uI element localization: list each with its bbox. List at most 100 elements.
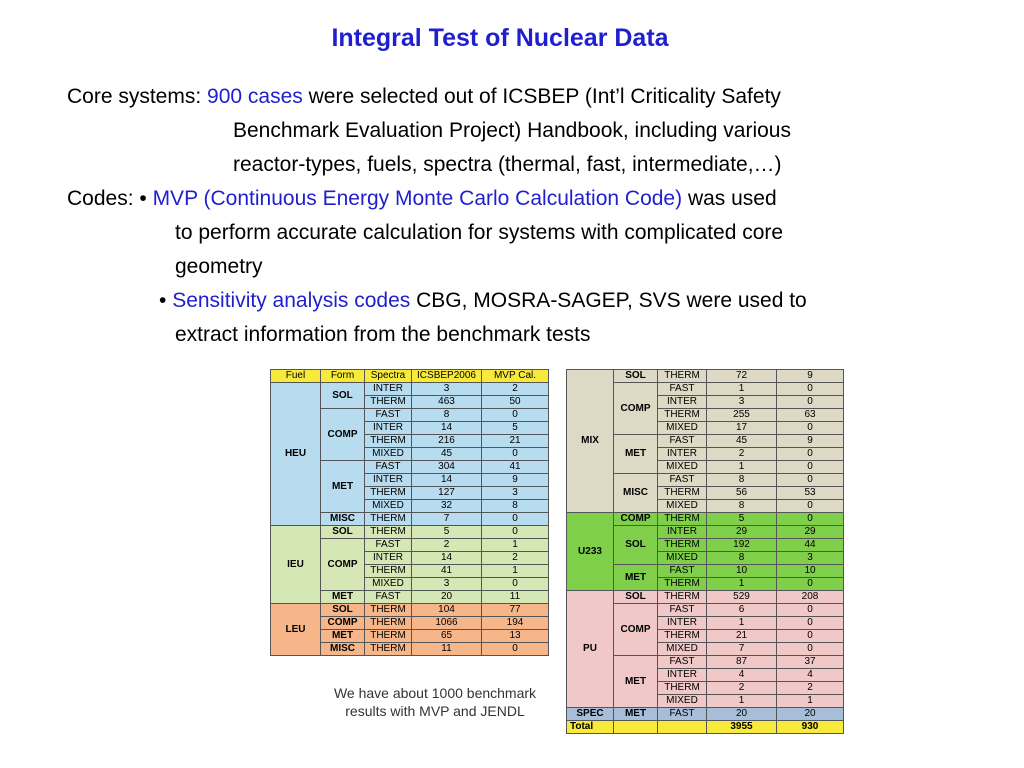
fuel-cell: HEU (270, 382, 321, 526)
icsbep-cell: 1 (706, 382, 777, 396)
total-cell (613, 720, 658, 734)
mvp-cell: 0 (776, 642, 844, 656)
total-label: Total (566, 720, 614, 734)
codes-highlight-mvp: MVP (Continuous Energy Monte Carlo Calcu… (152, 187, 683, 210)
table-row: COMP FAST 6 0 (566, 603, 844, 656)
core-systems-line1-text: were selected out of ICSBEP (Int’l Criti… (302, 85, 781, 108)
form-cell: SOL (320, 603, 365, 617)
codes-bullet: • (159, 289, 173, 312)
spectra-cell: FAST (657, 434, 707, 448)
icsbep-cell: 2 (411, 538, 482, 552)
codes-line2: to perform accurate calculation for syst… (175, 221, 784, 244)
table-row: MET FAST 87 37 (566, 655, 844, 708)
mvp-cell: 0 (481, 525, 549, 539)
spectra-cell: THERM (657, 590, 707, 604)
form-cell: SOL (320, 382, 365, 409)
column-header: Fuel (270, 369, 321, 383)
mvp-cell: 0 (776, 395, 844, 409)
spectra-cell: INTER (657, 447, 707, 461)
mvp-cell: 13 (481, 629, 549, 643)
spectra-cell: THERM (657, 512, 707, 526)
codes-line1-text: was used (682, 187, 777, 210)
icsbep-cell: 8 (706, 473, 777, 487)
spectra-cell: THERM (364, 564, 412, 578)
core-systems-line3: reactor-types, fuels, spectra (thermal, … (233, 153, 782, 176)
mvp-cell: 2 (776, 681, 844, 695)
icsbep-cell: 255 (706, 408, 777, 422)
form-cell: MISC (320, 642, 365, 656)
mvp-cell: 0 (776, 603, 844, 617)
mvp-cell: 20 (776, 707, 844, 721)
form-cell: SOL (613, 590, 658, 604)
mvp-cell: 0 (481, 512, 549, 526)
spectra-cell: INTER (657, 668, 707, 682)
spectra-cell: INTER (364, 382, 412, 396)
form-cell: COMP (613, 512, 658, 526)
total-cell (657, 720, 707, 734)
icsbep-cell: 14 (411, 421, 482, 435)
total-icsbep: 3955 (706, 720, 777, 734)
icsbep-cell: 7 (706, 642, 777, 656)
mvp-cell: 11 (481, 590, 549, 604)
spectra-cell: THERM (364, 395, 412, 409)
spectra-cell: MIXED (657, 551, 707, 565)
icsbep-cell: 1066 (411, 616, 482, 630)
spectra-cell: MIXED (364, 577, 412, 591)
mvp-cell: 77 (481, 603, 549, 617)
icsbep-cell: 8 (411, 408, 482, 422)
icsbep-cell: 104 (411, 603, 482, 617)
form-cell: SOL (613, 525, 658, 565)
spectra-cell: THERM (364, 512, 412, 526)
icsbep-cell: 3 (706, 395, 777, 409)
icsbep-cell: 4 (706, 668, 777, 682)
benchmark-note: We have about 1000 benchmark results wit… (300, 684, 570, 720)
form-cell: MET (613, 707, 658, 721)
spectra-cell: MIXED (657, 499, 707, 513)
mvp-cell: 8 (481, 499, 549, 513)
table-row: MISC THERM 11 0 (270, 642, 549, 656)
form-cell: COMP (613, 603, 658, 656)
mvp-cell: 0 (776, 499, 844, 513)
mvp-cell: 9 (481, 473, 549, 487)
icsbep-cell: 5 (411, 525, 482, 539)
icsbep-cell: 65 (411, 629, 482, 643)
mvp-cell: 3 (481, 486, 549, 500)
benchmark-table-left: Fuel Form Spectra ICSBEP2006 MVP Cal. HE… (270, 369, 549, 656)
mvp-cell: 41 (481, 460, 549, 474)
icsbep-cell: 3 (411, 382, 482, 396)
mvp-cell: 10 (776, 564, 844, 578)
spectra-cell: MIXED (364, 499, 412, 513)
form-cell: COMP (320, 616, 365, 630)
form-cell: MET (320, 629, 365, 643)
table-row: MET FAST 10 10 (566, 564, 844, 591)
mvp-cell: 0 (776, 616, 844, 630)
column-header: MVP Cal. (481, 369, 549, 383)
form-cell: MET (613, 564, 658, 591)
spectra-cell: THERM (364, 525, 412, 539)
column-header: Spectra (364, 369, 412, 383)
mvp-cell: 0 (776, 512, 844, 526)
benchmark-table-right: MIX SOL THERM 72 9 COMP FAST 1 0 INTER 3 0 THERM 2… (566, 369, 844, 734)
form-cell: SOL (320, 525, 365, 539)
spectra-cell: FAST (657, 382, 707, 396)
table-row: SPEC MET FAST 20 20 (566, 707, 844, 721)
icsbep-cell: 56 (706, 486, 777, 500)
icsbep-cell: 216 (411, 434, 482, 448)
mvp-cell: 1 (776, 694, 844, 708)
form-cell: MET (320, 460, 365, 513)
form-cell: MET (613, 434, 658, 474)
icsbep-cell: 1 (706, 616, 777, 630)
total-mvp: 930 (776, 720, 844, 734)
mvp-cell: 0 (481, 408, 549, 422)
core-systems-label: Core systems: (67, 85, 208, 108)
icsbep-cell: 14 (411, 551, 482, 565)
mvp-cell: 29 (776, 525, 844, 539)
mvp-cell: 1 (481, 538, 549, 552)
spectra-cell: FAST (657, 603, 707, 617)
table-header-row: Fuel Form Spectra ICSBEP2006 MVP Cal. (270, 369, 549, 383)
table-row: HEU SOL INTER 3 2 (270, 382, 549, 526)
mvp-cell: 53 (776, 486, 844, 500)
mvp-cell: 0 (776, 382, 844, 396)
mvp-cell: 37 (776, 655, 844, 669)
table-row: LEU SOL THERM 104 77 (270, 603, 549, 656)
